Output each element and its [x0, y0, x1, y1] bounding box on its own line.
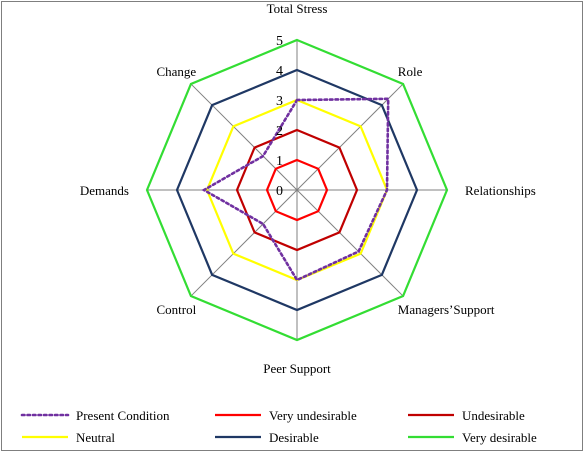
- axis-label-total-stress: Total Stress: [267, 1, 328, 16]
- axis-label-control: Control: [156, 302, 196, 317]
- series-present-condition: [201, 97, 390, 282]
- axis-label-role: Role: [398, 64, 423, 79]
- axis-label-relationships: Relationships: [465, 183, 536, 198]
- spoke-managers-support: [296, 189, 404, 297]
- axis-label-demands: Demands: [80, 183, 129, 198]
- tick-label: 1: [276, 154, 283, 169]
- spoke-control: [190, 189, 298, 297]
- legend-label-very-desirable: Very desirable: [462, 430, 537, 445]
- legend-label-very-undesirable: Very undesirable: [269, 408, 357, 423]
- tick-label: 5: [276, 34, 283, 49]
- tick-label: 2: [276, 124, 283, 139]
- series-desirable: [175, 68, 419, 312]
- radar-spokes: [147, 40, 447, 340]
- tick-label: 4: [276, 64, 283, 79]
- series-very-desirable: [145, 38, 449, 342]
- tick-label: 0: [276, 184, 283, 199]
- present-condition-layer: [201, 97, 390, 282]
- axis-label-change: Change: [156, 64, 196, 79]
- series-undesirable: [235, 128, 359, 252]
- series-very-undesirable: [265, 158, 329, 222]
- radial-tick-labels: 0 1 2 3 4 5: [276, 34, 283, 199]
- legend-label-undesirable: Undesirable: [462, 408, 525, 423]
- axis-labels: Total Stress Role Relationships Managers’Su…: [80, 1, 536, 376]
- legend: Present Condition Very undesirable Undesir…: [20, 408, 537, 445]
- legend-label-present-condition: Present Condition: [76, 408, 170, 423]
- legend-label-desirable: Desirable: [269, 430, 319, 445]
- axis-label-managers-support: Managers’Support: [398, 302, 495, 317]
- spoke-role: [296, 83, 404, 191]
- axis-label-peer-support: Peer Support: [263, 361, 331, 376]
- legend-label-neutral: Neutral: [76, 430, 115, 445]
- spoke-change: [190, 83, 298, 191]
- tick-label: 3: [276, 94, 283, 109]
